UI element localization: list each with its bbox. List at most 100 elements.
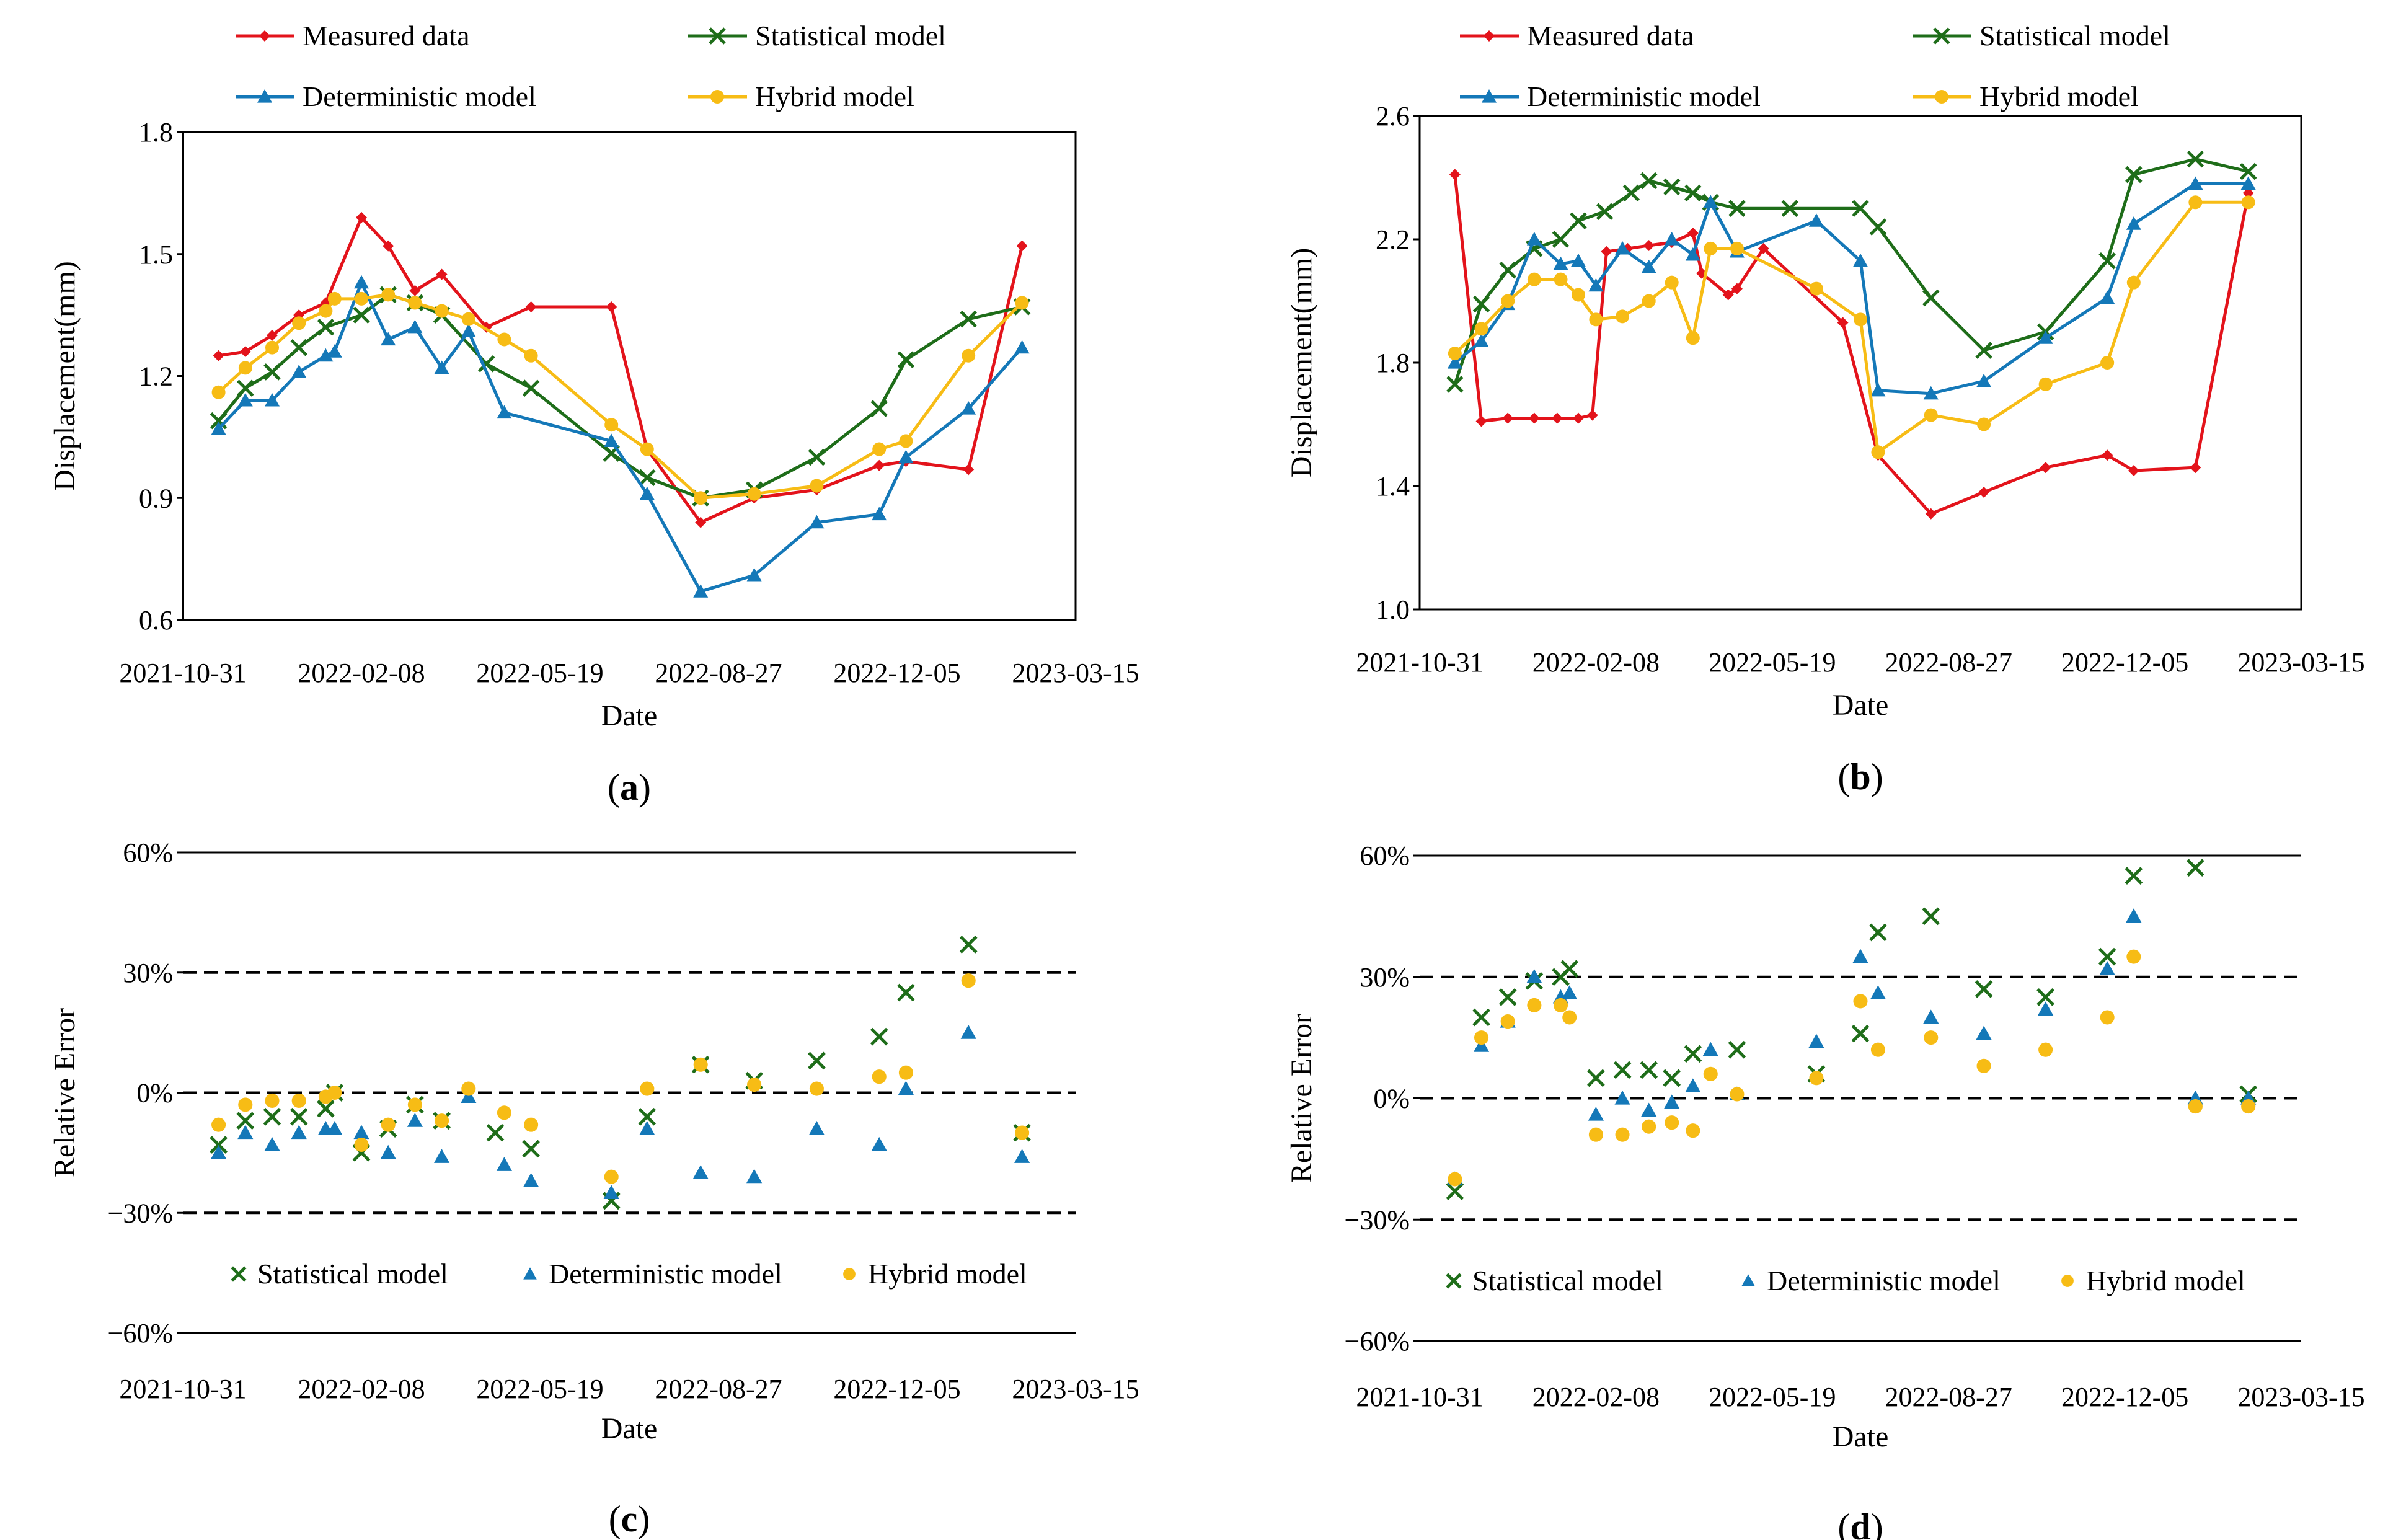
data-point: [640, 442, 654, 456]
data-point: [1502, 412, 1514, 424]
data-point: [2125, 867, 2143, 885]
x-tick-label: 2022-05-19: [476, 658, 603, 688]
data-point: [693, 584, 709, 598]
data-point: [873, 459, 885, 471]
data-point: [1616, 309, 1630, 324]
y-tick-label: 0%: [1373, 1084, 1410, 1114]
legend-marker: [1741, 1274, 1755, 1286]
series-hybrid-model: [211, 973, 1030, 1184]
x-tick-label: 2022-08-27: [655, 658, 782, 688]
panel-label-letter: d: [1850, 1507, 1870, 1540]
data-point: [1449, 169, 1461, 180]
data-point: [1014, 1149, 1030, 1163]
data-point: [2126, 949, 2141, 964]
data-point: [747, 1078, 762, 1092]
x-tick-label: 2022-08-27: [1885, 647, 2012, 678]
data-point: [1663, 1069, 1681, 1087]
data-point: [1562, 1010, 1577, 1025]
data-point: [808, 448, 826, 466]
data-point: [1500, 1014, 1515, 1029]
data-point: [1663, 178, 1681, 196]
data-point: [1665, 1115, 1679, 1130]
data-point: [2102, 449, 2113, 461]
data-point: [211, 1117, 226, 1132]
series-line: [217, 293, 1024, 500]
series-hybrid-model: [1448, 195, 2255, 459]
data-point: [1728, 200, 1746, 218]
data-point: [353, 306, 370, 324]
data-point: [239, 346, 251, 358]
legend-marker: [2061, 1275, 2074, 1287]
data-point: [898, 1081, 914, 1095]
legend-label: Deterministic model: [1767, 1265, 2001, 1296]
data-point: [1643, 239, 1655, 251]
x-tick-label: 2022-08-27: [655, 1374, 782, 1404]
series-measured-data: [213, 211, 1028, 528]
data-point: [1570, 253, 1586, 267]
x-tick-label: 2023-03-15: [2237, 1382, 2364, 1412]
legend-item: Statistical model: [1446, 1265, 1663, 1296]
data-point: [1664, 1094, 1680, 1109]
data-point: [639, 486, 655, 500]
data-point: [2125, 166, 2143, 184]
panel-label-open: (: [609, 1498, 621, 1539]
y-axis-title: Displacement(mm): [1285, 248, 1318, 478]
data-point: [1851, 1024, 1870, 1043]
data-point: [1641, 1102, 1657, 1117]
data-point: [1014, 340, 1030, 354]
data-point: [290, 339, 307, 356]
data-point: [290, 1107, 308, 1126]
data-point: [606, 301, 617, 313]
data-point: [1684, 1045, 1702, 1063]
x-tick-label: 2023-03-15: [1012, 658, 1139, 688]
data-point: [265, 340, 279, 355]
data-point: [1526, 232, 1542, 246]
data-point: [1015, 296, 1029, 310]
data-point: [1446, 1182, 1464, 1200]
y-axis-title: Displacement(mm): [48, 261, 81, 491]
data-point: [356, 211, 367, 223]
panel-label: (a): [608, 767, 651, 808]
data-point: [291, 1125, 307, 1140]
data-point: [1809, 281, 1823, 296]
y-tick-label: 1.2: [139, 361, 173, 392]
data-point: [381, 288, 396, 302]
x-tick-label: 2022-02-08: [298, 1374, 425, 1404]
data-point: [497, 1105, 511, 1120]
x-tick-label: 2023-03-15: [1012, 1374, 1139, 1404]
data-point: [693, 1057, 708, 1072]
data-point: [1976, 373, 1992, 387]
data-point: [808, 1051, 826, 1070]
data-point: [1922, 907, 1940, 926]
legend-marker: [1482, 89, 1497, 103]
panel-label-open: (: [1837, 756, 1850, 797]
legend-item: Measured data: [236, 20, 470, 51]
panel-label-letter: a: [620, 767, 639, 808]
legend-label: Hybrid model: [2086, 1265, 2245, 1296]
data-point: [2188, 1099, 2203, 1114]
data-point: [237, 1125, 254, 1140]
data-point: [1527, 998, 1542, 1012]
data-point: [327, 344, 342, 358]
data-point: [1640, 172, 1658, 190]
data-point: [2241, 1099, 2256, 1114]
data-point: [870, 400, 888, 417]
data-point: [2098, 252, 2116, 270]
data-point: [2240, 176, 2256, 190]
data-point: [2188, 195, 2203, 210]
panel-label-open: (: [608, 767, 620, 808]
data-point: [381, 1117, 396, 1132]
data-point: [1587, 1069, 1605, 1087]
legend-item: Hybrid model: [1913, 81, 2139, 112]
data-point: [1923, 386, 1939, 400]
panel-label: (d): [1837, 1507, 1883, 1540]
data-point: [872, 507, 887, 521]
data-point: [1703, 1066, 1718, 1081]
data-point: [265, 1093, 280, 1108]
data-point: [380, 1144, 396, 1159]
data-point: [265, 392, 280, 407]
data-point: [263, 1107, 281, 1126]
data-point: [2126, 275, 2141, 290]
data-point: [522, 1140, 540, 1158]
legend-marker: [709, 27, 726, 45]
